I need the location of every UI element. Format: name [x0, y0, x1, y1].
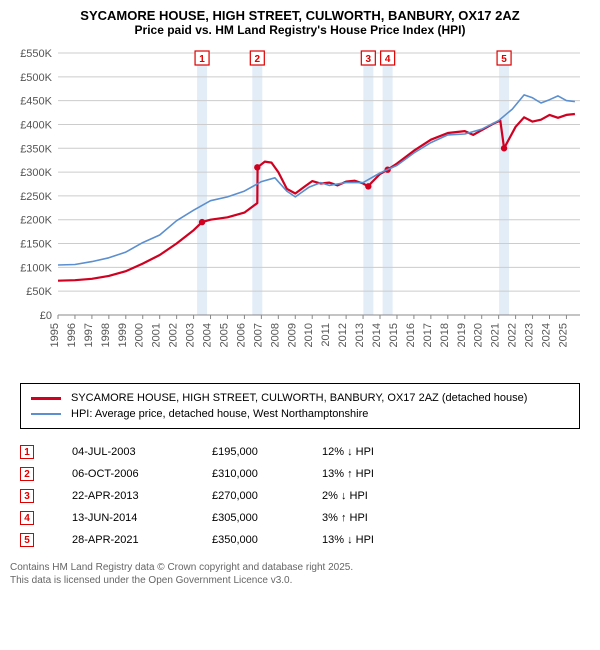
sale-date: 04-JUL-2003 [72, 446, 212, 458]
svg-text:1997: 1997 [83, 323, 95, 347]
svg-text:2023: 2023 [524, 323, 536, 347]
svg-text:£100K: £100K [20, 262, 52, 274]
svg-text:2019: 2019 [456, 323, 468, 347]
legend-item-blue: HPI: Average price, detached house, West… [31, 406, 569, 422]
svg-text:3: 3 [366, 54, 372, 65]
sale-delta: 13% ↑ HPI [322, 468, 472, 480]
svg-text:4: 4 [385, 54, 391, 65]
svg-text:£350K: £350K [20, 143, 52, 155]
sale-date: 13-JUN-2014 [72, 512, 212, 524]
svg-text:2: 2 [255, 54, 261, 65]
sale-date: 22-APR-2013 [72, 490, 212, 502]
chart-svg: £0 £50K £100K £150K £200K £250K £300K £350K £400… [10, 43, 590, 373]
svg-text:2000: 2000 [134, 323, 146, 347]
svg-text:2017: 2017 [422, 323, 434, 347]
svg-text:1: 1 [199, 54, 205, 65]
sales-marker: 3 [20, 489, 34, 503]
sales-marker: 1 [20, 445, 34, 459]
chart-container: SYCAMORE HOUSE, HIGH STREET, CULWORTH, B… [0, 0, 600, 595]
svg-text:2011: 2011 [320, 323, 332, 347]
svg-text:2020: 2020 [473, 323, 485, 347]
sales-row: 1 04-JUL-2003£195,00012% ↓ HPI [20, 441, 580, 463]
legend-swatch-red [31, 397, 61, 400]
title-line2: Price paid vs. HM Land Registry's House … [10, 23, 590, 37]
title-line1: SYCAMORE HOUSE, HIGH STREET, CULWORTH, B… [10, 8, 590, 23]
sale-price: £305,000 [212, 512, 322, 524]
svg-text:2010: 2010 [303, 323, 315, 347]
svg-text:2007: 2007 [252, 323, 264, 347]
svg-text:2025: 2025 [557, 323, 569, 347]
svg-text:£500K: £500K [20, 72, 52, 84]
svg-text:2013: 2013 [354, 323, 366, 347]
svg-text:£150K: £150K [20, 239, 52, 251]
sale-price: £310,000 [212, 468, 322, 480]
sales-row: 4 13-JUN-2014£305,0003% ↑ HPI [20, 507, 580, 529]
sales-row: 5 28-APR-2021£350,00013% ↓ HPI [20, 529, 580, 551]
legend-label-blue: HPI: Average price, detached house, West… [71, 408, 368, 420]
svg-text:2012: 2012 [337, 323, 349, 347]
svg-text:2003: 2003 [185, 323, 197, 347]
legend-item-red: SYCAMORE HOUSE, HIGH STREET, CULWORTH, B… [31, 390, 569, 406]
sales-table: 1 04-JUL-2003£195,00012% ↓ HPI 2 06-OCT-200… [20, 441, 580, 551]
sales-marker: 5 [20, 533, 34, 547]
svg-text:2022: 2022 [507, 323, 519, 347]
legend-label-red: SYCAMORE HOUSE, HIGH STREET, CULWORTH, B… [71, 392, 527, 404]
svg-text:2021: 2021 [490, 323, 502, 347]
svg-text:1998: 1998 [100, 323, 112, 347]
legend: SYCAMORE HOUSE, HIGH STREET, CULWORTH, B… [20, 383, 580, 429]
sale-delta: 2% ↓ HPI [322, 490, 472, 502]
sale-date: 28-APR-2021 [72, 534, 212, 546]
svg-text:2015: 2015 [388, 323, 400, 347]
chart-area: £0 £50K £100K £150K £200K £250K £300K £350K £400… [10, 43, 590, 373]
sales-marker: 4 [20, 511, 34, 525]
svg-text:2008: 2008 [269, 323, 281, 347]
svg-text:£200K: £200K [20, 215, 52, 227]
sale-delta: 3% ↑ HPI [322, 512, 472, 524]
sales-row: 3 22-APR-2013£270,0002% ↓ HPI [20, 485, 580, 507]
svg-text:£300K: £300K [20, 167, 52, 179]
svg-text:2024: 2024 [540, 323, 552, 347]
legend-swatch-blue [31, 413, 61, 415]
footnote-line2: This data is licensed under the Open Gov… [10, 574, 590, 587]
sales-marker: 2 [20, 467, 34, 481]
svg-text:2014: 2014 [371, 323, 383, 347]
sale-delta: 13% ↓ HPI [322, 534, 472, 546]
svg-text:2009: 2009 [286, 323, 298, 347]
svg-text:£0: £0 [40, 310, 52, 322]
svg-text:2016: 2016 [405, 323, 417, 347]
svg-text:£450K: £450K [20, 96, 52, 108]
svg-text:2001: 2001 [151, 323, 163, 347]
svg-text:2005: 2005 [218, 323, 230, 347]
svg-text:£50K: £50K [26, 286, 52, 298]
sales-row: 2 06-OCT-2006£310,00013% ↑ HPI [20, 463, 580, 485]
svg-text:2018: 2018 [439, 323, 451, 347]
svg-text:2002: 2002 [168, 323, 180, 347]
svg-text:£250K: £250K [20, 191, 52, 203]
footnote: Contains HM Land Registry data © Crown c… [10, 561, 590, 587]
svg-text:2004: 2004 [202, 323, 214, 347]
svg-text:1999: 1999 [117, 323, 129, 347]
sale-price: £195,000 [212, 446, 322, 458]
sale-price: £350,000 [212, 534, 322, 546]
svg-text:5: 5 [501, 54, 507, 65]
sale-price: £270,000 [212, 490, 322, 502]
sale-date: 06-OCT-2006 [72, 468, 212, 480]
svg-text:2006: 2006 [235, 323, 247, 347]
svg-text:1996: 1996 [66, 323, 78, 347]
svg-text:£550K: £550K [20, 48, 52, 60]
svg-text:£400K: £400K [20, 119, 52, 131]
svg-text:1995: 1995 [49, 323, 61, 347]
footnote-line1: Contains HM Land Registry data © Crown c… [10, 561, 590, 574]
sale-delta: 12% ↓ HPI [322, 446, 472, 458]
